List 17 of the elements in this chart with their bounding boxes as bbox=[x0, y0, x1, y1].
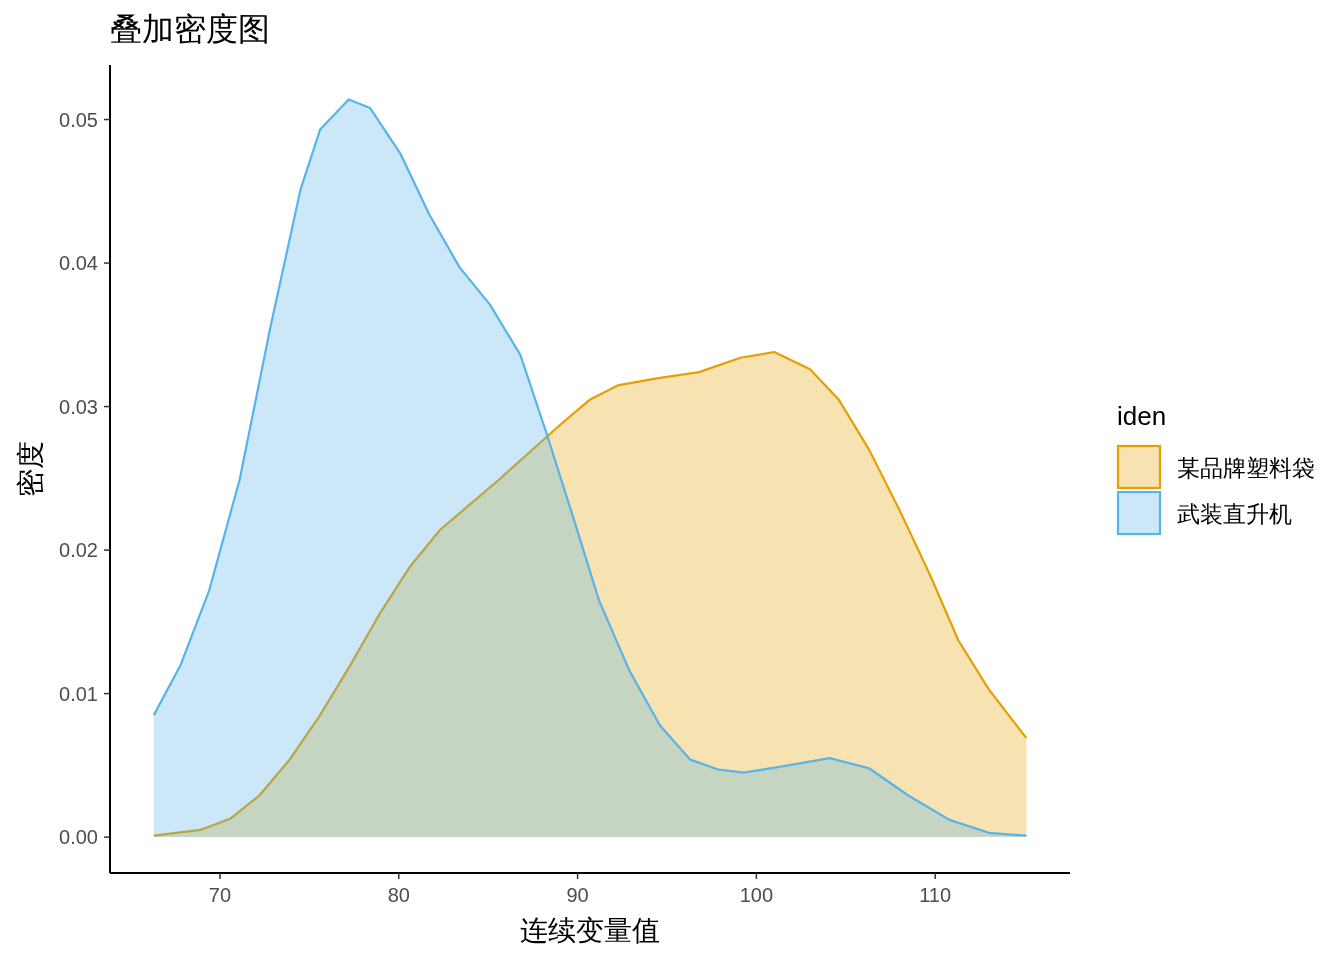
legend-label: 某品牌塑料袋 bbox=[1177, 455, 1315, 481]
x-tick-label: 110 bbox=[919, 884, 952, 906]
x-axis-title: 连续变量值 bbox=[520, 915, 660, 946]
y-tick-label: 0.04 bbox=[59, 252, 98, 275]
y-tick-label: 0.00 bbox=[59, 826, 98, 849]
x-tick-label: 70 bbox=[208, 884, 232, 906]
y-tick-label: 0.03 bbox=[59, 395, 98, 418]
legend-title: iden bbox=[1117, 401, 1167, 431]
y-tick-label: 0.05 bbox=[59, 108, 98, 131]
chart-title: 叠加密度图 bbox=[110, 11, 270, 47]
y-tick-label: 0.02 bbox=[59, 539, 98, 562]
legend-label: 武装直升机 bbox=[1177, 501, 1292, 527]
y-tick-label: 0.01 bbox=[59, 682, 98, 705]
x-tick-label: 90 bbox=[566, 884, 589, 906]
x-tick-label: 100 bbox=[739, 884, 774, 906]
y-axis-title: 密度 bbox=[15, 441, 46, 497]
x-tick-label: 80 bbox=[387, 884, 410, 906]
